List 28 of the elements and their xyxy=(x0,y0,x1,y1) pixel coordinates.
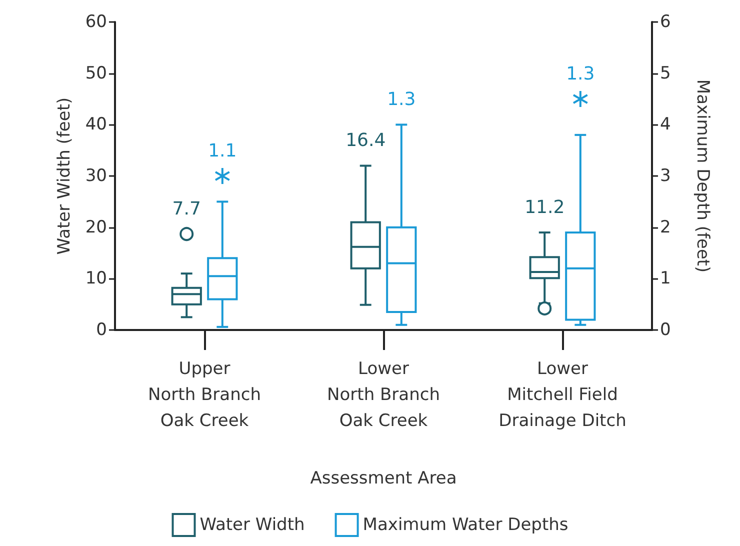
text: 11.2 xyxy=(524,196,565,218)
y-axis-title: Water Width (feet) xyxy=(54,97,74,255)
y-tick-label: 10 xyxy=(85,268,107,289)
y2-tick-label: 2 xyxy=(660,217,671,238)
y2-tick-label: 6 xyxy=(660,12,671,32)
y2-tick-label: 4 xyxy=(660,114,671,135)
y2-tick-label: 5 xyxy=(660,63,671,84)
x-tick-label: Lower North Branch Oak Creek xyxy=(327,359,440,431)
y-tick-label: 30 xyxy=(85,166,107,186)
y2-tick-label: 3 xyxy=(660,166,671,186)
y2-axis-title: Maximum Depth (feet) xyxy=(692,79,712,273)
text: 7.7 xyxy=(172,198,201,220)
text: 1.3 xyxy=(566,64,595,84)
y-tick-label: 20 xyxy=(85,217,107,238)
text: 16.4 xyxy=(346,130,386,152)
y-tick-label: 60 xyxy=(85,12,107,32)
y-tick-label: 0 xyxy=(96,320,107,340)
y-tick-label: 40 xyxy=(85,114,107,135)
text: 1.3 xyxy=(387,89,416,110)
legend-label: Maximum Water Depths xyxy=(362,515,568,535)
x-tick-label: Lower Mitchell Field Drainage Ditch xyxy=(498,359,626,431)
y-tick-label: 50 xyxy=(85,63,107,84)
y2-tick-label: 0 xyxy=(660,320,671,340)
y2-tick-label: 1 xyxy=(660,268,671,289)
text: 1.1 xyxy=(208,140,237,162)
x-axis-title: Assessment Area xyxy=(310,468,457,488)
legend-label: Water Width xyxy=(200,515,305,535)
x-tick-label: Upper North Branch Oak Creek xyxy=(148,359,261,431)
